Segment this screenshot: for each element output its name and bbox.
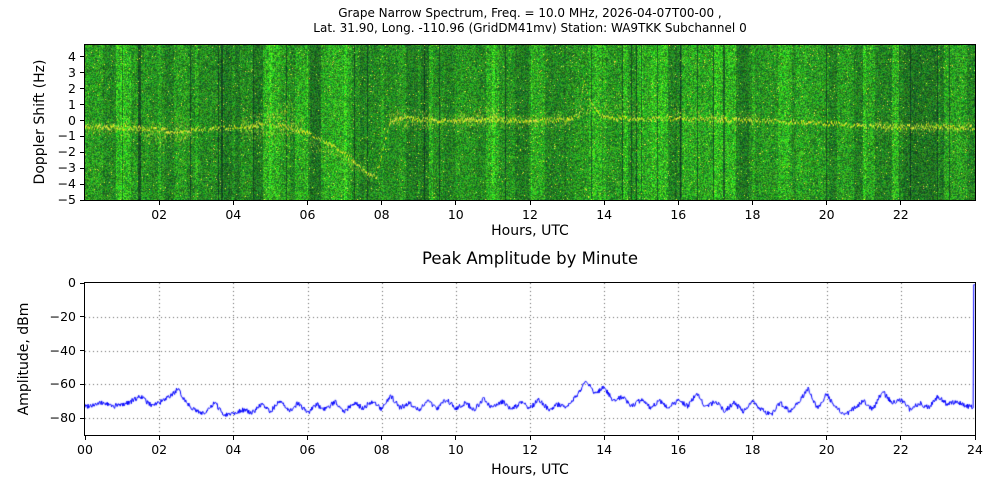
x-tick-label: 04	[225, 207, 242, 222]
x-tick-label: 18	[744, 207, 761, 222]
x-tick-label: 14	[596, 442, 613, 457]
y-tick-label: 0	[68, 275, 76, 290]
spectrogram-title: Grape Narrow Spectrum, Freq. = 10.0 MHz,…	[85, 6, 975, 36]
y-tick-label: −40	[49, 342, 76, 358]
y-tick-mark	[80, 417, 84, 419]
x-tick-mark	[603, 201, 605, 205]
y-tick-label: 3	[68, 64, 76, 80]
x-tick-label: 06	[299, 207, 316, 222]
x-tick-mark	[455, 201, 457, 205]
y-tick-mark	[80, 183, 84, 185]
amplitude-plot-area	[84, 282, 976, 436]
x-tick-label: 22	[892, 442, 909, 457]
x-tick-mark	[381, 436, 383, 440]
x-tick-mark	[158, 436, 160, 440]
y-tick-label: −4	[57, 176, 76, 192]
spectrogram-title-line-1: Grape Narrow Spectrum, Freq. = 10.0 MHz,…	[338, 6, 722, 20]
x-tick-label: 02	[151, 442, 168, 457]
y-tick-mark	[80, 350, 84, 352]
x-tick-mark	[529, 436, 531, 440]
x-tick-label: 04	[225, 442, 242, 457]
y-tick-label: −3	[57, 160, 76, 176]
y-tick-label: 1	[68, 96, 76, 112]
y-tick-mark	[80, 104, 84, 106]
y-tick-mark	[80, 383, 84, 385]
spectrogram-plot-area	[84, 44, 976, 201]
x-tick-mark	[900, 201, 902, 205]
amplitude-xlabel: Hours, UTC	[491, 462, 569, 478]
x-tick-mark	[455, 436, 457, 440]
x-tick-label: 24	[967, 442, 983, 457]
x-tick-label: 00	[77, 442, 93, 457]
y-tick-label: −20	[49, 308, 76, 324]
spectrogram-xlabel: Hours, UTC	[491, 223, 569, 239]
y-tick-label: 4	[68, 48, 76, 64]
amplitude-chart-title: Peak Amplitude by Minute	[421, 249, 639, 268]
x-tick-label: 12	[522, 207, 538, 222]
x-tick-mark	[752, 201, 753, 205]
y-tick-mark	[80, 282, 84, 284]
y-tick-label: 2	[68, 80, 76, 96]
x-tick-label: 20	[818, 207, 835, 222]
y-tick-mark	[80, 88, 84, 90]
x-tick-mark	[232, 201, 234, 205]
spectrogram-canvas	[85, 45, 975, 200]
x-tick-label: 22	[892, 207, 909, 222]
y-tick-mark	[80, 135, 84, 137]
x-tick-mark	[158, 201, 160, 205]
x-tick-mark	[677, 436, 679, 440]
y-tick-label: −5	[57, 192, 76, 207]
x-tick-mark	[974, 436, 976, 440]
x-tick-label: 08	[373, 442, 390, 457]
x-tick-mark	[84, 436, 86, 440]
y-tick-label: −2	[57, 144, 76, 160]
x-tick-mark	[529, 201, 531, 205]
x-tick-mark	[307, 436, 308, 440]
x-tick-label: 14	[596, 207, 613, 222]
spectrogram-title-line-2: Lat. 31.90, Long. -110.96 (GridDM41mv) S…	[313, 21, 747, 35]
y-tick-mark	[80, 120, 84, 121]
y-tick-label: 0	[68, 112, 76, 128]
y-tick-label: −1	[57, 128, 76, 144]
y-tick-label: −80	[49, 410, 76, 426]
x-tick-mark	[826, 436, 828, 440]
y-tick-mark	[80, 151, 84, 153]
x-tick-mark	[307, 201, 308, 205]
y-tick-mark	[80, 56, 84, 58]
x-tick-mark	[752, 436, 753, 440]
y-tick-label: −60	[49, 376, 76, 392]
y-tick-mark	[80, 72, 84, 74]
x-tick-label: 10	[447, 442, 464, 457]
x-tick-label: 16	[670, 442, 687, 457]
x-tick-label: 18	[744, 442, 761, 457]
x-tick-label: 06	[299, 442, 316, 457]
x-tick-label: 02	[151, 207, 168, 222]
x-tick-mark	[677, 201, 679, 205]
x-tick-mark	[381, 201, 383, 205]
x-tick-mark	[826, 201, 828, 205]
x-tick-label: 08	[373, 207, 390, 222]
y-tick-mark	[80, 316, 84, 318]
x-tick-label: 10	[447, 207, 464, 222]
x-tick-label: 16	[670, 207, 687, 222]
x-tick-label: 12	[522, 442, 538, 457]
x-tick-mark	[603, 436, 605, 440]
x-tick-label: 20	[818, 442, 835, 457]
y-tick-mark	[80, 199, 84, 201]
y-tick-mark	[80, 167, 84, 169]
x-tick-mark	[232, 436, 234, 440]
amplitude-canvas	[85, 283, 975, 435]
x-tick-mark	[900, 436, 902, 440]
